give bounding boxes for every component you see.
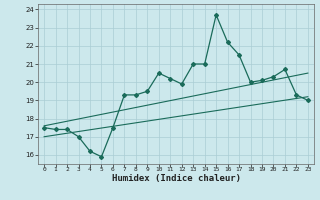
- X-axis label: Humidex (Indice chaleur): Humidex (Indice chaleur): [111, 174, 241, 183]
